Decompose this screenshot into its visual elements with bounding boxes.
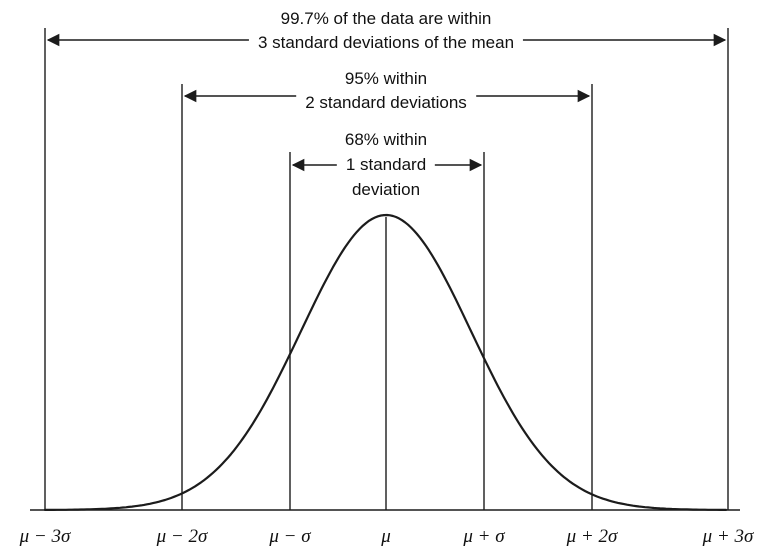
tick-mu-plus-2sigma: μ + 2σ xyxy=(566,526,618,547)
band-1sigma-label-line2: 1 standard xyxy=(336,155,436,175)
tick-mu-plus-3sigma: μ + 3σ xyxy=(702,526,754,547)
tick-mu-minus-3sigma: μ − 3σ xyxy=(19,526,71,547)
band-1sigma-label-line3: deviation xyxy=(351,180,421,199)
tick-mu: μ xyxy=(381,526,391,547)
band-2sigma-label-line1: 95% within xyxy=(344,69,428,88)
bell-curve-path xyxy=(43,213,728,511)
band-1sigma-label-line1: 68% within xyxy=(344,130,428,149)
tick-mu-minus-1sigma: μ − σ xyxy=(269,526,311,547)
band-3sigma-label-line2: 3 standard deviations of the mean xyxy=(248,33,524,53)
tick-mu-plus-1sigma: μ + σ xyxy=(463,526,505,547)
band-3sigma-label-line1: 99.7% of the data are within xyxy=(280,9,492,28)
band-2sigma-label-line2: 2 standard deviations xyxy=(296,93,476,113)
tick-mu-minus-2sigma: μ − 2σ xyxy=(156,526,208,547)
